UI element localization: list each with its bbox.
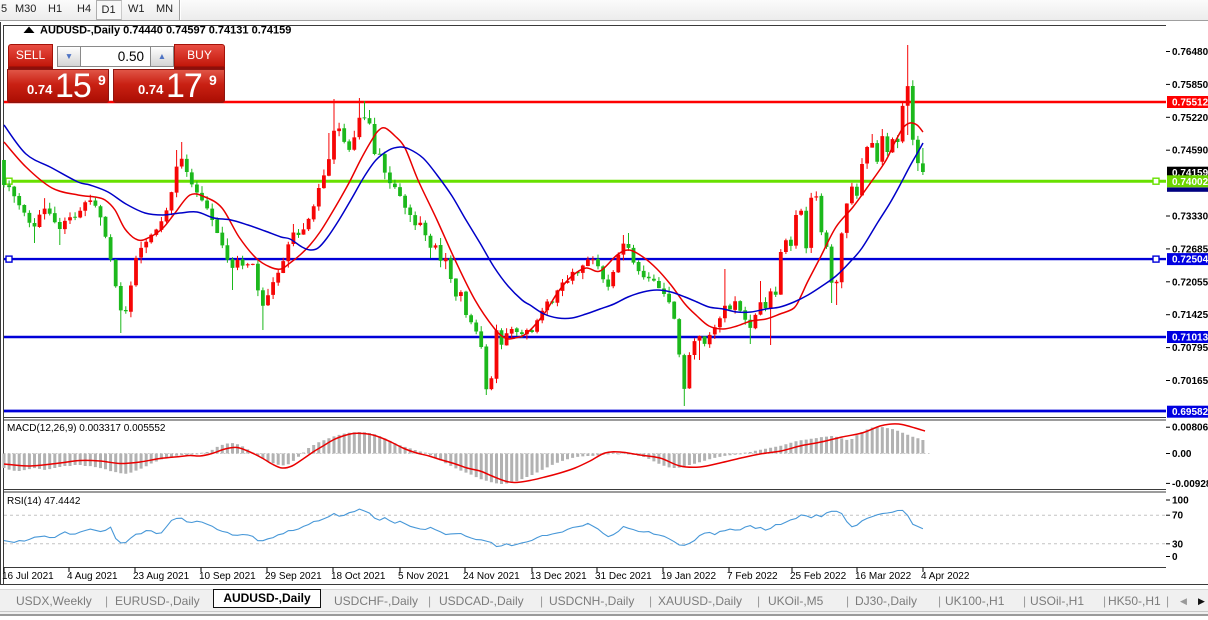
svg-text:19 Jan 2022: 19 Jan 2022 [661, 571, 716, 582]
svg-text:0.72055: 0.72055 [1172, 277, 1208, 288]
svg-text:13 Dec 2021: 13 Dec 2021 [530, 571, 587, 582]
svg-text:0.75850: 0.75850 [1172, 80, 1208, 91]
svg-text:25 Feb 2022: 25 Feb 2022 [790, 571, 847, 582]
svg-text:0.74590: 0.74590 [1172, 146, 1208, 157]
svg-text:16 Jul 2021: 16 Jul 2021 [2, 571, 54, 582]
svg-text:10 Sep 2021: 10 Sep 2021 [199, 571, 256, 582]
svg-text:100: 100 [1172, 496, 1189, 507]
svg-text:RSI(14) 47.4442: RSI(14) 47.4442 [7, 496, 81, 507]
svg-text:0.74159: 0.74159 [1172, 168, 1208, 179]
svg-text:0.74002: 0.74002 [1172, 177, 1208, 188]
svg-text:4 Aug 2021: 4 Aug 2021 [67, 571, 118, 582]
svg-text:31 Dec 2021: 31 Dec 2021 [595, 571, 652, 582]
svg-text:0.72504: 0.72504 [1172, 255, 1208, 266]
svg-text:0.71013: 0.71013 [1172, 333, 1208, 344]
svg-text:0.73330: 0.73330 [1172, 212, 1208, 223]
svg-text:0.75512: 0.75512 [1172, 98, 1208, 109]
svg-text:AUDUSD-,Daily 0.74440 0.74597: AUDUSD-,Daily 0.74440 0.74597 0.74131 0.… [40, 25, 291, 37]
svg-text:-0.009286: -0.009286 [1172, 479, 1208, 490]
svg-text:23 Aug 2021: 23 Aug 2021 [133, 571, 190, 582]
svg-text:0.69582: 0.69582 [1172, 407, 1208, 418]
svg-text:MACD(12,26,9) 0.003317 0.00555: MACD(12,26,9) 0.003317 0.005552 [7, 423, 166, 434]
svg-text:30: 30 [1172, 539, 1184, 550]
svg-text:0.72685: 0.72685 [1172, 244, 1208, 255]
svg-text:18 Oct 2021: 18 Oct 2021 [331, 571, 386, 582]
svg-text:29 Sep 2021: 29 Sep 2021 [265, 571, 322, 582]
svg-text:4 Apr 2022: 4 Apr 2022 [921, 571, 970, 582]
svg-text:0.75220: 0.75220 [1172, 113, 1208, 124]
svg-text:70: 70 [1172, 511, 1184, 522]
svg-text:0.70165: 0.70165 [1172, 376, 1208, 387]
svg-text:5 Nov 2021: 5 Nov 2021 [398, 571, 450, 582]
svg-text:0.70795: 0.70795 [1172, 343, 1208, 354]
svg-text:16 Mar 2022: 16 Mar 2022 [855, 571, 912, 582]
svg-text:0.71425: 0.71425 [1172, 310, 1208, 321]
svg-text:0.008061: 0.008061 [1172, 423, 1208, 434]
svg-text:0: 0 [1172, 552, 1178, 563]
svg-text:0.00: 0.00 [1172, 449, 1192, 460]
svg-text:24 Nov 2021: 24 Nov 2021 [463, 571, 520, 582]
svg-text:0.76480: 0.76480 [1172, 47, 1208, 58]
svg-text:7 Feb 2022: 7 Feb 2022 [727, 571, 778, 582]
